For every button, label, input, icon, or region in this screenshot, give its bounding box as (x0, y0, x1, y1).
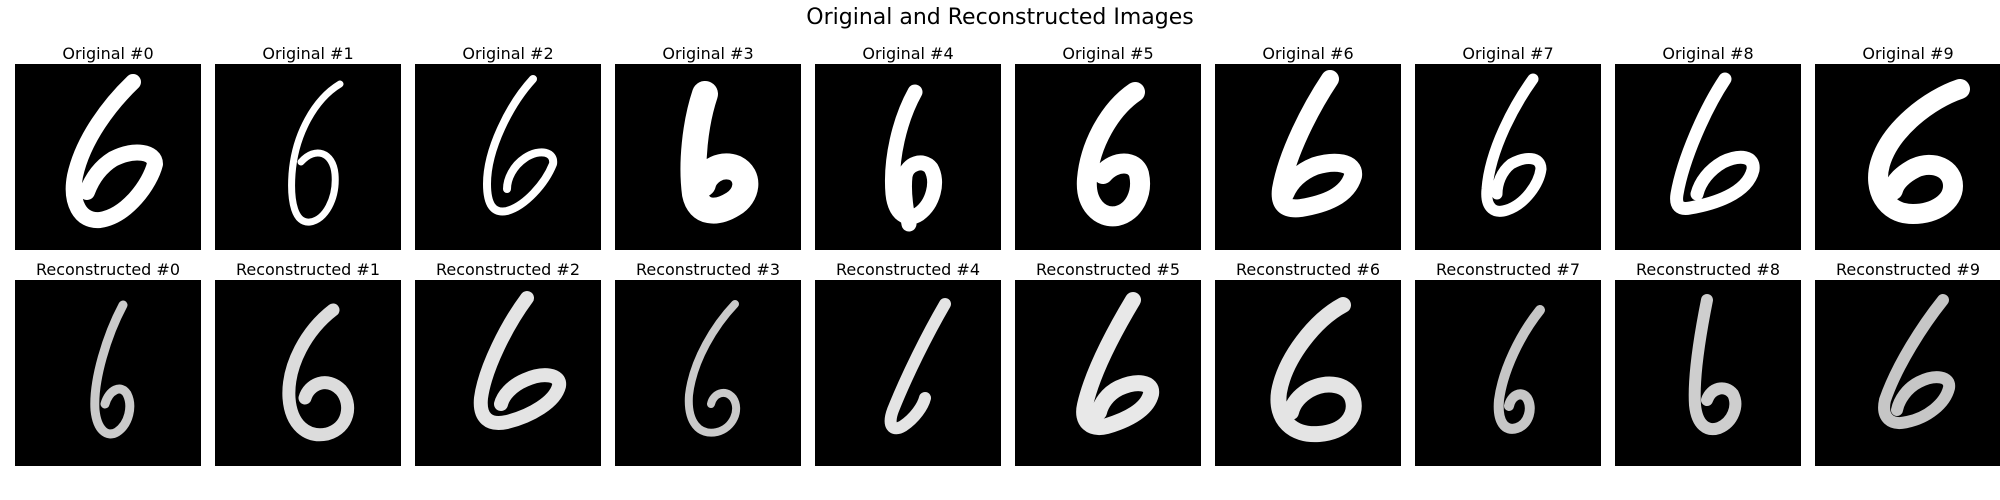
panel-title: Original #2 (462, 44, 554, 63)
digit-image (1015, 64, 1201, 250)
reconstructed-panel-3: Reconstructed #3 (615, 260, 801, 466)
panel-title: Reconstructed #0 (35, 260, 181, 279)
digit-image (415, 280, 601, 466)
digit-image (415, 64, 601, 250)
figure-title: Original and Reconstructed Images (806, 5, 1194, 30)
digit-image (815, 280, 1001, 466)
original-panel-2: Original #2 (415, 44, 601, 250)
panel-title: Original #1 (262, 44, 354, 63)
panel-title: Reconstructed #8 (1635, 260, 1781, 279)
reconstructed-panel-4: Reconstructed #4 (815, 260, 1001, 466)
original-panel-4: Original #4 (815, 44, 1001, 250)
original-panel-5: Original #5 (1015, 44, 1201, 250)
original-panel-1: Original #1 (215, 44, 401, 250)
reconstructed-panel-1: Reconstructed #1 (215, 260, 401, 466)
digit-image (1615, 280, 1801, 466)
reconstructed-panel-9: Reconstructed #9 (1815, 260, 2000, 466)
reconstructed-panel-7: Reconstructed #7 (1415, 260, 1601, 466)
digit-image (1815, 64, 2000, 250)
panel-title: Reconstructed #3 (635, 260, 781, 279)
panel-title: Original #9 (1862, 44, 1954, 63)
digit-image (1015, 280, 1201, 466)
original-panel-7: Original #7 (1415, 44, 1601, 250)
original-panel-6: Original #6 (1215, 44, 1401, 250)
reconstructed-panel-6: Reconstructed #6 (1215, 260, 1401, 466)
panel-title: Original #6 (1262, 44, 1354, 63)
reconstructed-panel-0: Reconstructed #0 (15, 260, 201, 466)
digit-image (1215, 64, 1401, 250)
panel-title: Original #4 (862, 44, 954, 63)
panel-title: Original #8 (1662, 44, 1754, 63)
panel-title: Reconstructed #7 (1435, 260, 1581, 279)
original-panel-0: Original #0 (15, 44, 201, 250)
panel-title: Original #3 (662, 44, 754, 63)
digit-image (815, 64, 1001, 250)
digit-image (615, 280, 801, 466)
digit-image (615, 64, 801, 250)
digit-image (215, 64, 401, 250)
reconstructed-panel-8: Reconstructed #8 (1615, 260, 1801, 466)
panel-title: Reconstructed #9 (1835, 260, 1981, 279)
digit-image (215, 280, 401, 466)
panel-title: Reconstructed #6 (1235, 260, 1381, 279)
digit-image (15, 64, 201, 250)
original-panel-9: Original #9 (1815, 44, 2000, 250)
digit-image (15, 280, 201, 466)
digit-image (1415, 280, 1601, 466)
panel-title: Reconstructed #1 (235, 260, 381, 279)
digit-image (1815, 280, 2000, 466)
reconstructed-panel-5: Reconstructed #5 (1015, 260, 1201, 466)
panel-title: Original #5 (1062, 44, 1154, 63)
panel-title: Reconstructed #4 (835, 260, 981, 279)
digit-image (1215, 280, 1401, 466)
original-panel-3: Original #3 (615, 44, 801, 250)
reconstructed-panel-2: Reconstructed #2 (415, 260, 601, 466)
panel-title: Original #0 (62, 44, 154, 63)
digit-image (1415, 64, 1601, 250)
panel-title: Reconstructed #2 (435, 260, 581, 279)
original-panel-8: Original #8 (1615, 44, 1801, 250)
panel-title: Original #7 (1462, 44, 1554, 63)
digit-image (1615, 64, 1801, 250)
panel-title: Reconstructed #5 (1035, 260, 1181, 279)
